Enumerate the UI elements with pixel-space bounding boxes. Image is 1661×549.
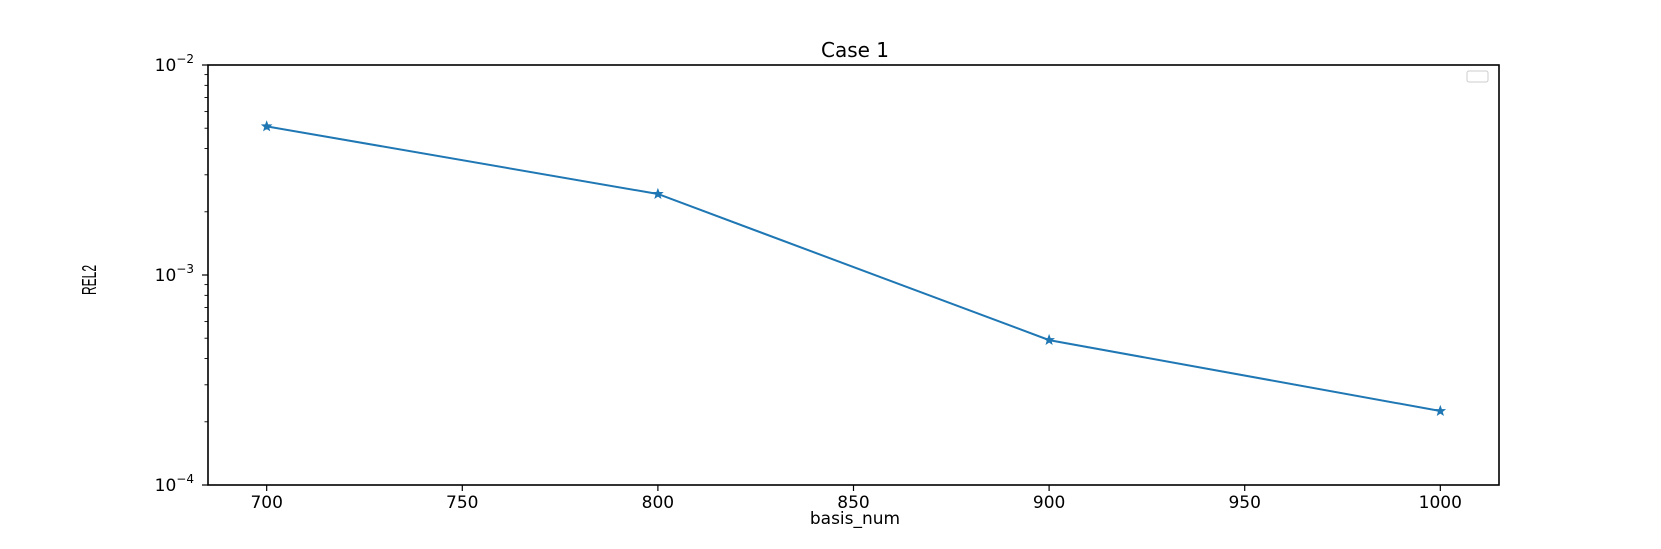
y-tick-label: 10−4	[155, 472, 194, 496]
legend-box	[1466, 70, 1489, 83]
plot-frame	[207, 64, 1500, 486]
x-tick-label: 1000	[1419, 493, 1462, 513]
x-tick-label: 950	[1228, 493, 1260, 513]
data-point-marker	[652, 187, 664, 199]
y-tick-label: 10−3	[155, 262, 194, 286]
series-line	[266, 125, 1441, 412]
x-axis-label: basis_num	[810, 509, 900, 529]
x-tick-label: 850	[837, 493, 869, 513]
ticks-layer: 700 750 800 850 900 950 1000 10−4 10−3 10−2	[155, 52, 1462, 513]
x-tick-label: 900	[1033, 493, 1065, 513]
axes-layer	[207, 64, 1500, 486]
chart-title: Case 1	[821, 38, 889, 62]
y-tick-label: 10−2	[155, 52, 194, 76]
x-tick-label: 750	[446, 493, 478, 513]
x-tick-label: 700	[250, 493, 282, 513]
data-point-marker	[1043, 333, 1055, 346]
y-axis-label: REL2	[79, 265, 101, 295]
data-point-marker	[1434, 404, 1447, 417]
data-point-marker	[260, 120, 273, 132]
series-layer	[260, 120, 1447, 417]
x-tick-label: 800	[642, 493, 674, 513]
